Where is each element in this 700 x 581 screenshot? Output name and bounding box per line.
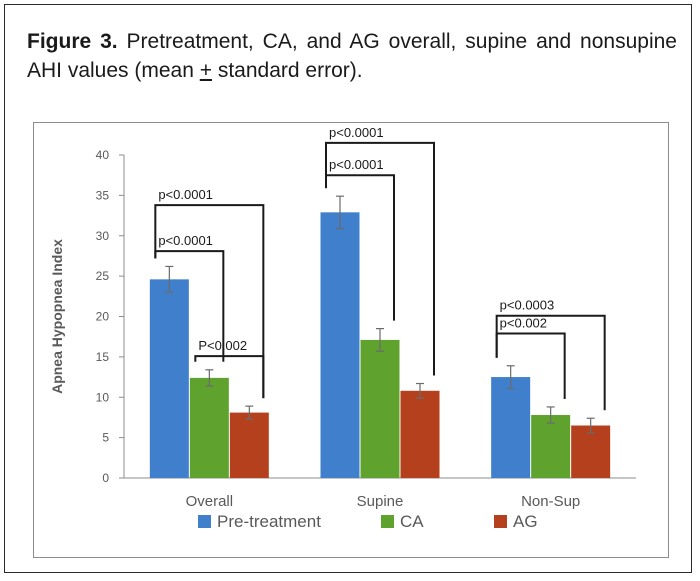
legend-label: AG: [513, 512, 538, 531]
significance-label: p<0.0001: [158, 233, 213, 248]
y-tick-label: 20: [96, 310, 110, 324]
x-tick-label: Overall: [186, 493, 234, 510]
figure-label: Figure 3.: [27, 30, 118, 53]
y-tick-label: 35: [96, 188, 110, 202]
significance-bracket: [194, 355, 265, 399]
legend-swatch: [494, 515, 507, 528]
bar: [189, 377, 229, 478]
significance-bracket: [325, 141, 435, 376]
y-tick-label: 25: [96, 269, 110, 283]
bar: [400, 390, 440, 478]
legend-swatch: [381, 515, 394, 528]
bar: [229, 412, 269, 478]
significance-label: p<0.002: [500, 315, 547, 330]
bar: [531, 415, 571, 478]
y-tick-label: 30: [96, 229, 110, 243]
x-tick-label: Supine: [357, 493, 404, 510]
caption-text-start: Pretreatment, CA, and AG overall, supine…: [27, 30, 677, 82]
legend-label: Pre-treatment: [217, 512, 321, 531]
y-tick-label: 40: [96, 148, 110, 162]
bar: [571, 425, 611, 478]
figure-caption: Figure 3. Pretreatment, CA, and AG overa…: [27, 27, 677, 85]
bar: [320, 212, 360, 478]
legend-label: CA: [400, 512, 424, 531]
significance-label: P<0.002: [198, 338, 247, 353]
significance-bracket: [154, 204, 265, 399]
significance-label: p<0.0003: [500, 298, 555, 313]
x-tick-label: Non-Sup: [521, 493, 580, 510]
bar: [491, 377, 531, 478]
y-tick-label: 15: [96, 350, 110, 364]
bar: [360, 339, 400, 478]
significance-bracket: [495, 314, 606, 411]
significance-label: p<0.0001: [329, 157, 384, 172]
caption-text-end: standard error).: [212, 59, 363, 82]
significance-label: p<0.0001: [329, 125, 384, 140]
y-tick-label: 0: [102, 471, 109, 485]
significance-label: p<0.0001: [158, 187, 213, 202]
bar: [149, 279, 189, 478]
legend-swatch: [198, 515, 211, 528]
y-tick-label: 10: [96, 390, 110, 404]
caption-plus-minus: +: [199, 59, 213, 82]
y-axis-title: Apnea Hypopnea Index: [49, 239, 65, 394]
y-tick-label: 5: [102, 431, 109, 445]
